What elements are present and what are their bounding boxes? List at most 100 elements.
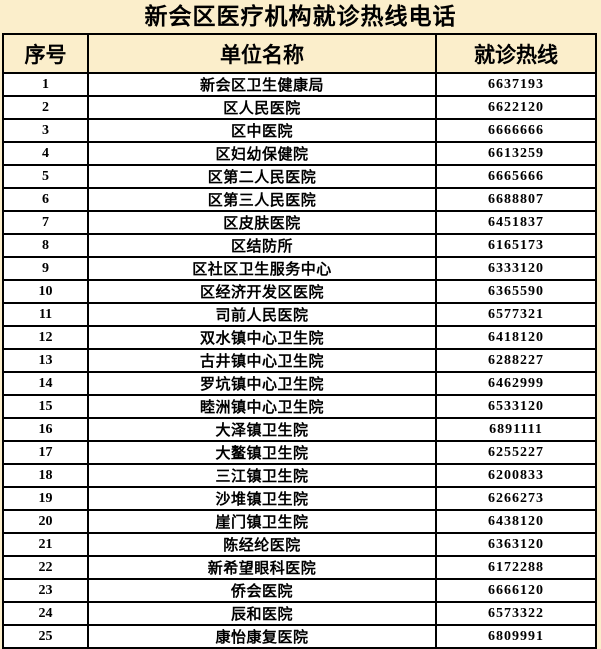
table-row: 1 新会区卫生健康局 6637193 — [2, 72, 597, 97]
cell-hotline: 6363120 — [435, 532, 597, 557]
table-row: 19 沙堆镇卫生院 6266273 — [2, 486, 597, 511]
cell-no: 8 — [2, 233, 89, 258]
table-row: 20 崖门镇卫生院 6438120 — [2, 509, 597, 534]
cell-no: 1 — [2, 72, 89, 97]
cell-hotline: 6365590 — [435, 279, 597, 304]
cell-no: 5 — [2, 164, 89, 189]
table-row: 13 古井镇中心卫生院 6288227 — [2, 348, 597, 373]
cell-name: 辰和医院 — [87, 601, 437, 626]
cell-no: 17 — [2, 440, 89, 465]
cell-name: 大泽镇卫生院 — [87, 417, 437, 442]
cell-name: 新会区卫生健康局 — [87, 72, 437, 97]
cell-hotline: 6462999 — [435, 371, 597, 396]
table-row: 23 侨会医院 6666120 — [2, 578, 597, 603]
cell-hotline: 6809991 — [435, 624, 597, 649]
header-unit-name: 单位名称 — [87, 33, 437, 74]
cell-name: 区人民医院 — [87, 95, 437, 120]
page-title: 新会区医疗机构就诊热线电话 — [0, 0, 601, 33]
table-row: 11 司前人民医院 6577321 — [2, 302, 597, 327]
cell-hotline: 6666666 — [435, 118, 597, 143]
cell-hotline: 6451837 — [435, 210, 597, 235]
cell-hotline: 6165173 — [435, 233, 597, 258]
cell-name: 崖门镇卫生院 — [87, 509, 437, 534]
cell-no: 12 — [2, 325, 89, 350]
cell-no: 18 — [2, 463, 89, 488]
table-row: 24 辰和医院 6573322 — [2, 601, 597, 626]
cell-name: 区第三人民医院 — [87, 187, 437, 212]
table-row: 6 区第三人民医院 6688807 — [2, 187, 597, 212]
cell-hotline: 6288227 — [435, 348, 597, 373]
cell-no: 23 — [2, 578, 89, 603]
cell-hotline: 6891111 — [435, 417, 597, 442]
cell-name: 大鳌镇卫生院 — [87, 440, 437, 465]
cell-no: 9 — [2, 256, 89, 281]
cell-no: 16 — [2, 417, 89, 442]
cell-no: 22 — [2, 555, 89, 580]
cell-hotline: 6172288 — [435, 555, 597, 580]
cell-hotline: 6438120 — [435, 509, 597, 534]
table-row: 18 三江镇卫生院 6200833 — [2, 463, 597, 488]
table-row: 16 大泽镇卫生院 6891111 — [2, 417, 597, 442]
cell-hotline: 6577321 — [435, 302, 597, 327]
cell-name: 陈经纶医院 — [87, 532, 437, 557]
cell-name: 康怡康复医院 — [87, 624, 437, 649]
cell-name: 区皮肤医院 — [87, 210, 437, 235]
cell-name: 古井镇中心卫生院 — [87, 348, 437, 373]
cell-hotline: 6688807 — [435, 187, 597, 212]
cell-name: 区第二人民医院 — [87, 164, 437, 189]
cell-name: 区妇幼保健院 — [87, 141, 437, 166]
cell-no: 11 — [2, 302, 89, 327]
cell-name: 区经济开发区医院 — [87, 279, 437, 304]
cell-no: 7 — [2, 210, 89, 235]
table-row: 5 区第二人民医院 6665666 — [2, 164, 597, 189]
header-hotline: 就诊热线 — [435, 33, 597, 74]
cell-no: 6 — [2, 187, 89, 212]
table-row: 15 睦洲镇中心卫生院 6533120 — [2, 394, 597, 419]
header-row: 序号 单位名称 就诊热线 — [2, 33, 597, 74]
cell-name: 三江镇卫生院 — [87, 463, 437, 488]
cell-name: 沙堆镇卫生院 — [87, 486, 437, 511]
cell-name: 新希望眼科医院 — [87, 555, 437, 580]
cell-name: 双水镇中心卫生院 — [87, 325, 437, 350]
table-row: 21 陈经纶医院 6363120 — [2, 532, 597, 557]
table-row: 7 区皮肤医院 6451837 — [2, 210, 597, 235]
table-row: 25 康怡康复医院 6809991 — [2, 624, 597, 649]
cell-hotline: 6665666 — [435, 164, 597, 189]
table-row: 8 区结防所 6165173 — [2, 233, 597, 258]
table-row: 14 罗坑镇中心卫生院 6462999 — [2, 371, 597, 396]
cell-name: 罗坑镇中心卫生院 — [87, 371, 437, 396]
cell-hotline: 6622120 — [435, 95, 597, 120]
cell-no: 2 — [2, 95, 89, 120]
cell-name: 侨会医院 — [87, 578, 437, 603]
cell-no: 13 — [2, 348, 89, 373]
hotline-table: 序号 单位名称 就诊热线 1 新会区卫生健康局 6637193 2 区人民医院 66221… — [2, 33, 597, 649]
table-body: 1 新会区卫生健康局 6637193 2 区人民医院 6622120 3 区中医院 666666… — [2, 72, 597, 649]
cell-no: 3 — [2, 118, 89, 143]
cell-hotline: 6333120 — [435, 256, 597, 281]
cell-no: 20 — [2, 509, 89, 534]
cell-hotline: 6418120 — [435, 325, 597, 350]
cell-hotline: 6255227 — [435, 440, 597, 465]
cell-hotline: 6573322 — [435, 601, 597, 626]
table-row: 2 区人民医院 6622120 — [2, 95, 597, 120]
cell-hotline: 6637193 — [435, 72, 597, 97]
cell-no: 14 — [2, 371, 89, 396]
table-row: 4 区妇幼保健院 6613259 — [2, 141, 597, 166]
header-no: 序号 — [2, 33, 89, 74]
cell-no: 21 — [2, 532, 89, 557]
cell-no: 15 — [2, 394, 89, 419]
table-row: 17 大鳌镇卫生院 6255227 — [2, 440, 597, 465]
cell-no: 24 — [2, 601, 89, 626]
table-row: 9 区社区卫生服务中心 6333120 — [2, 256, 597, 281]
cell-no: 4 — [2, 141, 89, 166]
table-row: 22 新希望眼科医院 6172288 — [2, 555, 597, 580]
cell-name: 睦洲镇中心卫生院 — [87, 394, 437, 419]
cell-no: 19 — [2, 486, 89, 511]
table-row: 12 双水镇中心卫生院 6418120 — [2, 325, 597, 350]
cell-name: 区结防所 — [87, 233, 437, 258]
cell-no: 25 — [2, 624, 89, 649]
cell-hotline: 6200833 — [435, 463, 597, 488]
cell-hotline: 6266273 — [435, 486, 597, 511]
cell-no: 10 — [2, 279, 89, 304]
